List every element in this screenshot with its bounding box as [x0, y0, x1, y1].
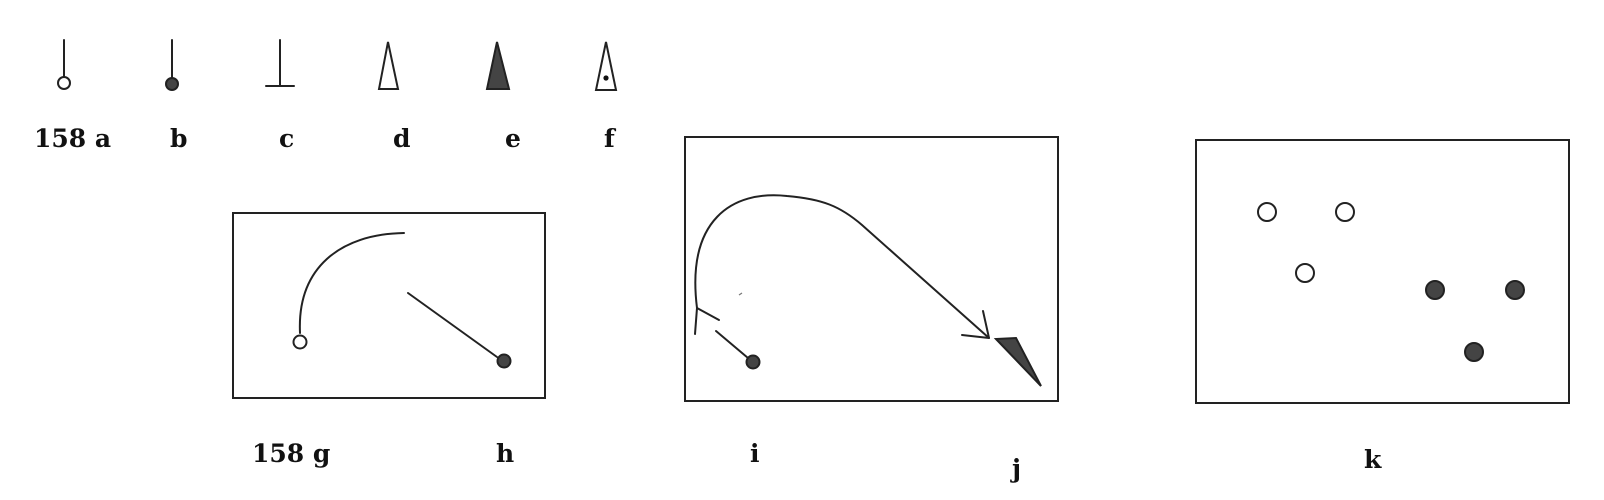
symbol-f: [594, 41, 618, 91]
filled-circle-2: [1505, 280, 1525, 300]
symbol-e-filled-wedge: [485, 41, 511, 90]
open-circle-1: [1257, 202, 1277, 222]
symbol-f-dot: [603, 75, 609, 81]
label-d: d: [393, 124, 410, 153]
label-i: i: [750, 439, 760, 468]
straight-path: [407, 292, 498, 358]
label-e: e: [505, 124, 521, 153]
label-f: f: [604, 124, 617, 153]
symbol-a-open-circle: [57, 76, 71, 90]
start-tick-stem: [694, 307, 698, 335]
short-straight-path: [715, 330, 749, 359]
label-k: k: [1364, 445, 1382, 474]
curved-arrow-path: [694, 194, 990, 339]
start-tick-bar: [696, 307, 720, 321]
panel-i-j-frame: [684, 136, 1059, 402]
symbol-b: [165, 39, 179, 91]
arc-open-path: [298, 232, 405, 334]
panel-k-frame: [1195, 139, 1570, 404]
panel-k: [1195, 139, 1570, 404]
label-j: j: [1010, 454, 1021, 483]
panel-g-h: [232, 212, 546, 399]
symbol-a: [57, 39, 71, 90]
label-h: h: [496, 439, 514, 468]
label-g: 158 g: [252, 439, 330, 468]
symbol-b-filled-circle: [165, 77, 179, 91]
filled-circle-small: [745, 354, 761, 370]
filled-wedge-end: [993, 336, 1042, 387]
symbol-e: [485, 41, 511, 90]
filled-circle-end: [496, 353, 512, 369]
open-circle-3: [1295, 263, 1315, 283]
symbol-d: [377, 41, 400, 90]
filled-circle-3: [1464, 342, 1484, 362]
open-circle-2: [1335, 202, 1355, 222]
symbol-c: [265, 39, 295, 87]
label-c: c: [279, 124, 294, 153]
panel-i-j: [684, 136, 1059, 402]
stray-mark: [738, 292, 743, 296]
label-b: b: [170, 124, 187, 153]
panel-g-h-frame: [232, 212, 546, 399]
symbol-f-dotted-wedge: [594, 41, 618, 91]
symbol-d-open-wedge: [377, 41, 400, 90]
arrowhead: [961, 310, 990, 339]
filled-circle-1: [1425, 280, 1445, 300]
open-circle-start: [292, 334, 308, 350]
label-a: 158 a: [34, 124, 111, 153]
